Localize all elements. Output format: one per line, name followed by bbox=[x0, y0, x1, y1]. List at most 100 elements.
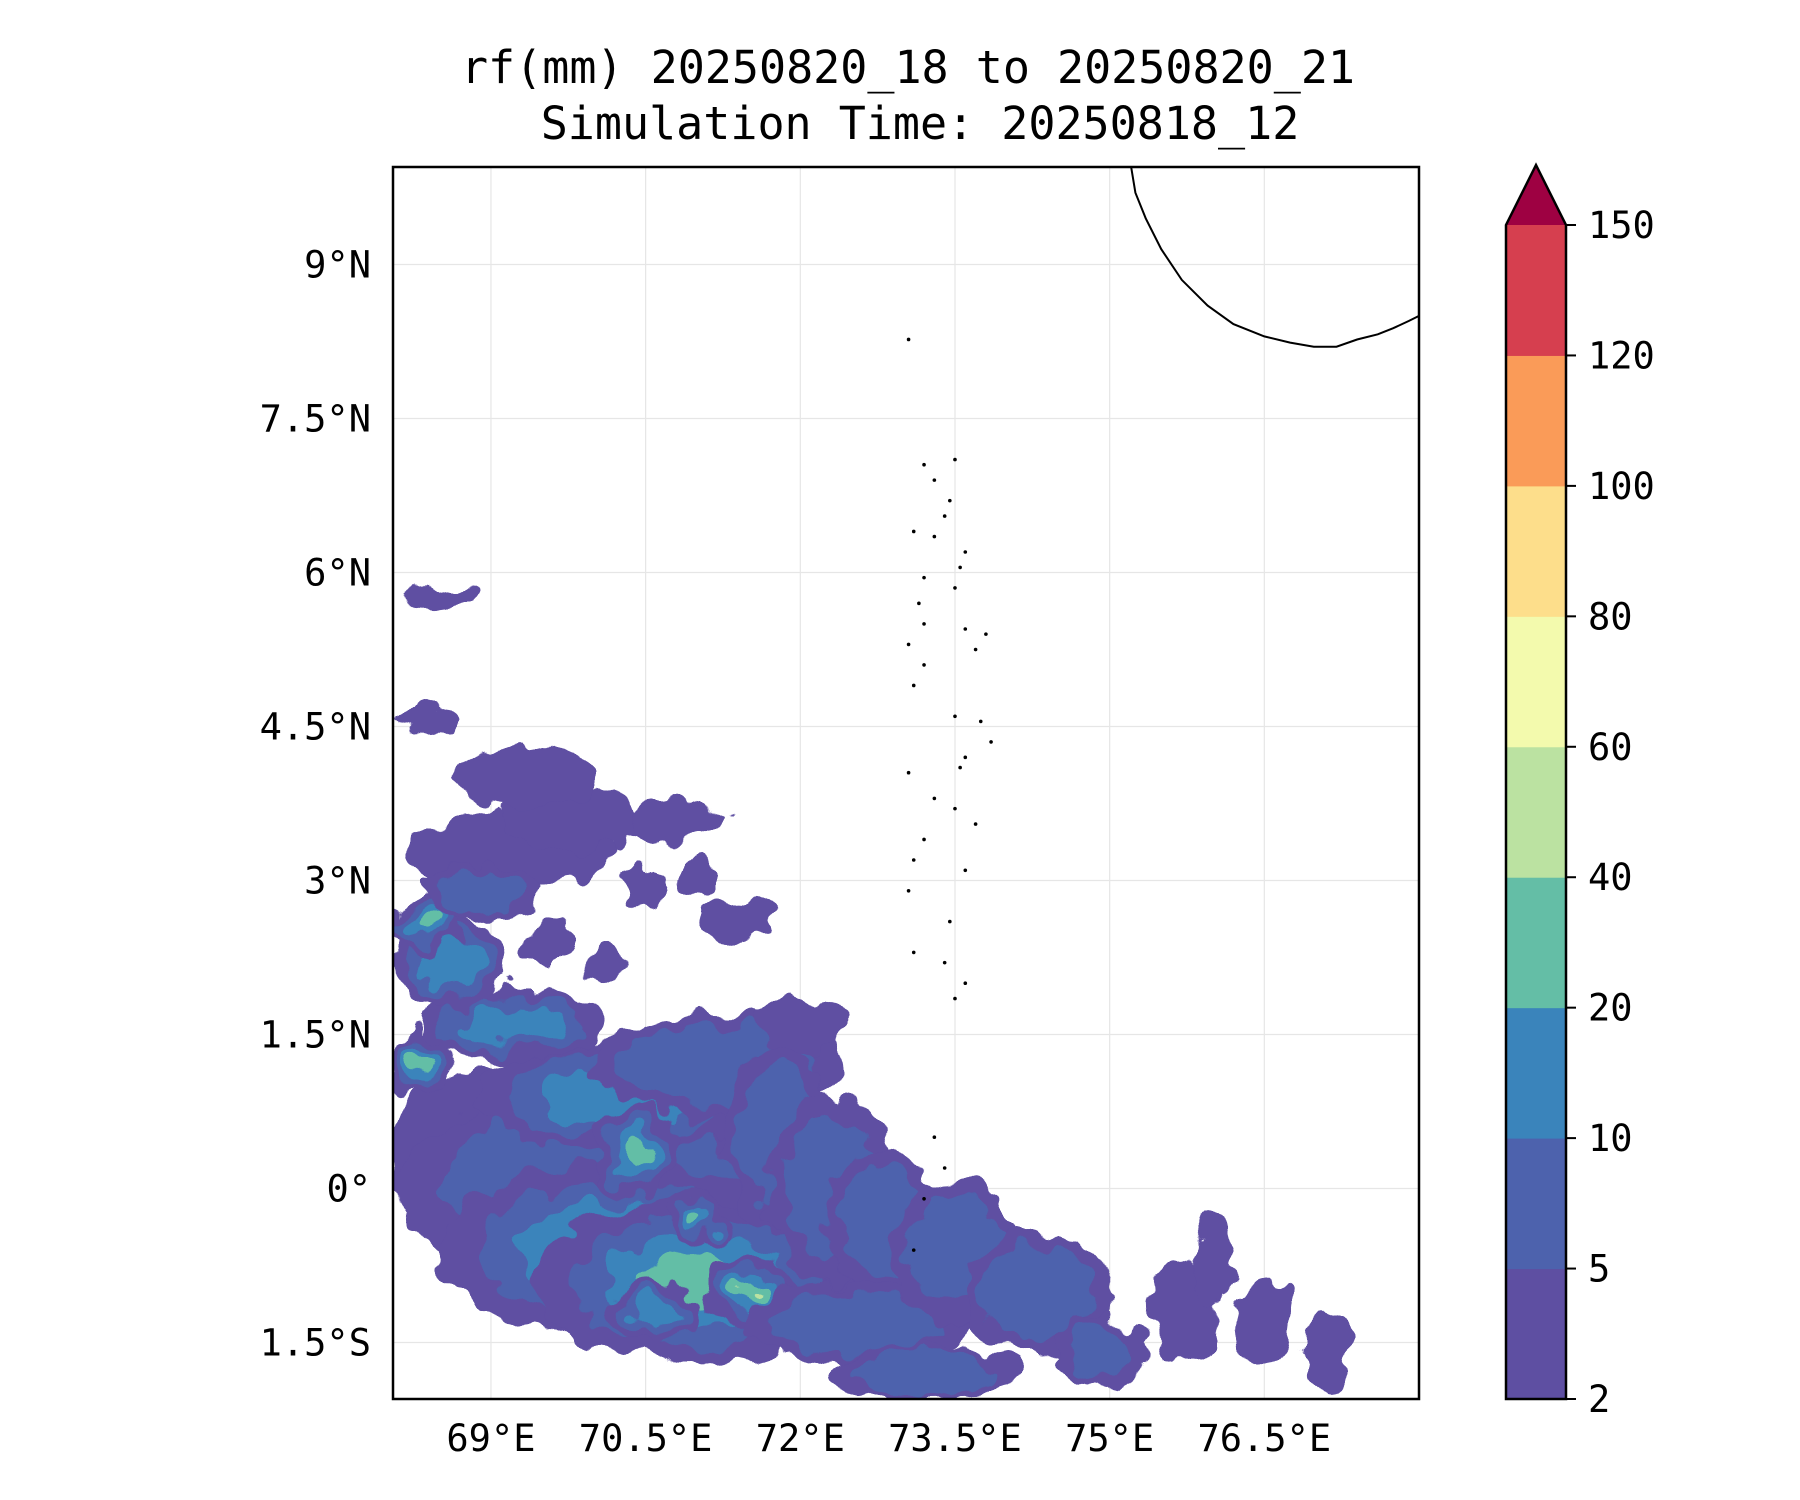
x-tick-label: 73.5°E bbox=[888, 1417, 1022, 1460]
rain-contour-level-1 bbox=[1192, 1214, 1234, 1307]
colorbar: 2 5 10 20 40 60 80 100 120 150 bbox=[1504, 162, 1655, 1421]
title-line-1: rf(mm) 20250820_18 to 20250820_21 bbox=[461, 41, 1355, 94]
rain-cell bbox=[408, 582, 471, 614]
rain-contour-level-1 bbox=[1233, 1275, 1296, 1369]
rain-cell bbox=[594, 1106, 677, 1199]
rain-contour-level-1 bbox=[408, 582, 471, 614]
colorbar-tick-label: 100 bbox=[1588, 465, 1655, 508]
rainfall-field bbox=[393, 582, 1352, 1399]
rain-cell bbox=[1300, 1311, 1352, 1394]
island-atoll bbox=[922, 663, 926, 667]
rain-cell bbox=[630, 798, 723, 840]
x-axis-ticks: 69°E 70.5°E 72°E 73.5°E 75°E 76.5°E bbox=[446, 1417, 1331, 1460]
island-atoll bbox=[911, 529, 916, 534]
rain-contour-level-4 bbox=[621, 1136, 650, 1169]
island-atoll bbox=[963, 868, 968, 873]
y-axis-ticks: 9°N 7.5°N 6°N 4.5°N 3°N 1.5°N 0° 1.5°S bbox=[260, 244, 371, 1365]
island-atoll bbox=[922, 1197, 926, 1201]
island-atoll bbox=[989, 740, 993, 744]
island-atoll bbox=[906, 642, 911, 647]
colorbar-tick-label: 60 bbox=[1588, 726, 1633, 769]
map-frame bbox=[391, 165, 1421, 1401]
colorbar-segment bbox=[1506, 877, 1566, 1009]
colorbar-segment bbox=[1506, 1138, 1566, 1270]
rain-cell bbox=[1192, 1214, 1234, 1307]
rain-contour-level-1 bbox=[527, 921, 579, 963]
island-atoll bbox=[906, 889, 911, 893]
colorbar-tick-label: 150 bbox=[1588, 204, 1655, 247]
india-coastline bbox=[1130, 167, 1419, 348]
colorbar-tick-label: 80 bbox=[1588, 595, 1633, 638]
rain-contour-level-1 bbox=[583, 944, 626, 982]
rain-contour-level-2 bbox=[773, 1289, 951, 1355]
island-atoll bbox=[911, 858, 916, 862]
island-atoll bbox=[932, 796, 937, 801]
rain-contour-level-2 bbox=[851, 1353, 997, 1394]
y-tick-label: 9°N bbox=[304, 244, 371, 287]
rain-contour-level-1 bbox=[702, 901, 775, 943]
island-atoll bbox=[932, 1135, 937, 1139]
rain-cell bbox=[393, 1034, 455, 1097]
rain-contour-level-3 bbox=[629, 1294, 682, 1329]
rain-contour-level-2 bbox=[432, 866, 529, 915]
rain-contour-level-1 bbox=[753, 998, 847, 1050]
island-atoll bbox=[984, 632, 988, 636]
island-atoll bbox=[911, 1248, 916, 1252]
colorbar-segment bbox=[1506, 1268, 1566, 1400]
colorbar-tick-label: 120 bbox=[1588, 334, 1655, 377]
y-tick-label: 4.5°N bbox=[260, 706, 371, 749]
colorbar-segment bbox=[1506, 485, 1566, 617]
rain-contour-level-2 bbox=[981, 1243, 1094, 1340]
island-atoll bbox=[973, 822, 978, 826]
island-atoll bbox=[963, 550, 968, 554]
island-atoll bbox=[922, 837, 926, 842]
island-atoll bbox=[932, 478, 937, 482]
y-tick-label: 1.5°N bbox=[260, 1014, 371, 1057]
map-panel: 69°E 70.5°E 72°E 73.5°E 75°E 76.5°E 9°N 7.5°N 6… bbox=[260, 165, 1421, 1460]
y-tick-label: 7.5°N bbox=[260, 398, 371, 441]
colorbar-outline bbox=[1504, 162, 1568, 1401]
colorbar-tick-label: 2 bbox=[1588, 1378, 1610, 1421]
island-atoll bbox=[953, 806, 957, 811]
colorbar-tick-label: 10 bbox=[1588, 1117, 1633, 1160]
island-atoll bbox=[922, 622, 926, 626]
rain-contour-level-4 bbox=[418, 911, 440, 933]
island-atoll bbox=[953, 457, 957, 462]
rain-cell bbox=[527, 921, 579, 963]
y-tick-label: 6°N bbox=[304, 552, 371, 595]
rain-contour-level-4 bbox=[686, 1210, 708, 1229]
colorbar-segment bbox=[1506, 1007, 1566, 1139]
island-atoll bbox=[906, 770, 911, 775]
colorbar-segment bbox=[1506, 225, 1566, 356]
rain-cell bbox=[398, 706, 461, 737]
colorbar-segment bbox=[1506, 616, 1566, 748]
island-atoll bbox=[942, 960, 947, 965]
rain-cell bbox=[418, 860, 543, 922]
rain-contour-level-3 bbox=[459, 1004, 564, 1045]
x-tick-label: 70.5°E bbox=[579, 1417, 713, 1460]
rain-cell bbox=[1052, 1316, 1146, 1389]
colorbar-tick-label: 40 bbox=[1588, 856, 1633, 899]
x-tick-label: 72°E bbox=[756, 1417, 845, 1460]
island-atoll bbox=[932, 534, 937, 539]
island-atoll bbox=[973, 647, 978, 652]
x-tick-label: 76.5°E bbox=[1197, 1417, 1331, 1460]
island-atoll bbox=[953, 586, 957, 590]
rain-contour-level-1 bbox=[676, 860, 718, 902]
island-atoll bbox=[948, 919, 952, 924]
x-tick-label: 69°E bbox=[446, 1417, 535, 1460]
rain-cell bbox=[831, 1347, 1017, 1399]
y-tick-label: 1.5°S bbox=[260, 1322, 371, 1365]
coastlines bbox=[906, 167, 1419, 1252]
rain-contour-level-5 bbox=[743, 1286, 755, 1296]
rain-contour-level-2 bbox=[1063, 1324, 1136, 1381]
rain-contour-level-1 bbox=[625, 870, 667, 912]
rain-cell bbox=[965, 1229, 1110, 1353]
island-atoll bbox=[978, 719, 983, 724]
colorbar-tick-label: 5 bbox=[1588, 1248, 1610, 1291]
island-atoll bbox=[953, 714, 957, 719]
colorbar-tick-label: 20 bbox=[1588, 987, 1633, 1030]
rain-cell bbox=[583, 944, 626, 982]
rain-cell bbox=[625, 870, 667, 912]
